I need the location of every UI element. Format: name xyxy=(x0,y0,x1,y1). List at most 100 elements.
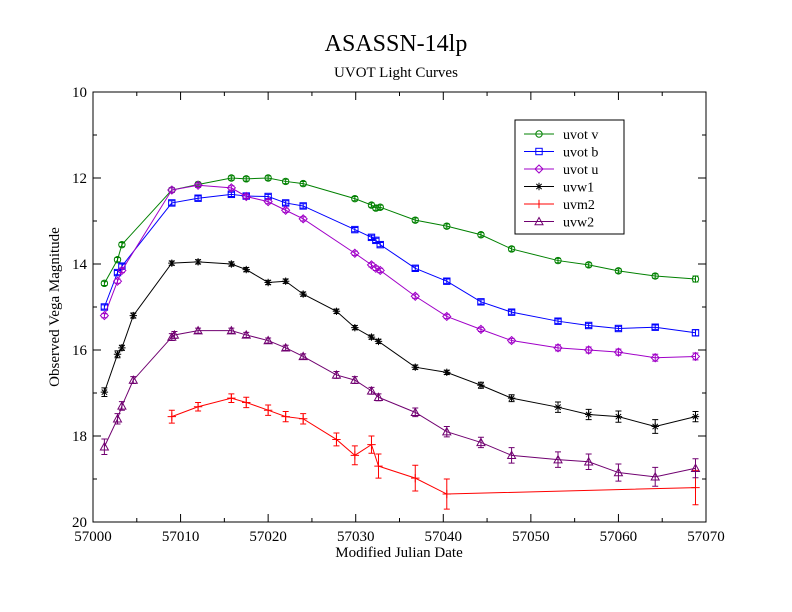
x-tick-label: 57010 xyxy=(162,529,200,545)
legend-entry: uvot u xyxy=(524,163,598,178)
series-uvm2 xyxy=(167,393,700,510)
y-tick-label: 16 xyxy=(72,343,88,359)
error-bar xyxy=(615,463,622,482)
error-bar xyxy=(300,203,307,209)
error-bar xyxy=(412,265,419,271)
legend-label: uvw2 xyxy=(563,216,594,231)
data-point xyxy=(167,185,177,195)
x-axis-label: Modified Julian Date xyxy=(335,545,463,561)
data-point xyxy=(332,435,341,444)
data-point xyxy=(331,369,342,379)
data-point xyxy=(650,471,661,481)
data-point xyxy=(264,278,272,287)
data-point xyxy=(535,182,543,191)
data-point xyxy=(118,240,126,249)
legend-label: uvot v xyxy=(563,128,598,143)
error-bar xyxy=(377,242,384,248)
x-tick-label: 57020 xyxy=(249,529,287,545)
data-point xyxy=(128,375,139,384)
data-point xyxy=(534,199,544,209)
data-point xyxy=(99,441,110,451)
data-point xyxy=(366,385,377,395)
error-bar xyxy=(508,309,515,315)
error-bar xyxy=(228,327,235,334)
data-point xyxy=(651,422,659,431)
x-tick-label: 57040 xyxy=(425,529,463,545)
data-point xyxy=(614,267,623,275)
data-point xyxy=(376,203,384,211)
data-point xyxy=(691,412,700,421)
data-point xyxy=(584,410,593,419)
axis-ticks: 57000 57010 57020 57030 57040 57050 57060 57070… xyxy=(72,85,725,545)
data-point xyxy=(651,323,659,331)
data-point xyxy=(691,275,700,283)
data-point xyxy=(99,310,110,321)
legend-entry: uvot b xyxy=(524,146,598,161)
data-point xyxy=(349,375,360,384)
data-point xyxy=(477,298,485,306)
error-bar xyxy=(168,200,175,206)
data-point xyxy=(169,329,180,339)
error-bar xyxy=(265,337,272,344)
error-bar xyxy=(195,195,202,201)
data-point xyxy=(411,363,419,371)
data-point xyxy=(166,332,177,341)
data-point xyxy=(242,398,251,407)
data-point xyxy=(299,290,307,298)
data-point xyxy=(241,191,251,202)
data-point xyxy=(690,463,701,472)
data-point xyxy=(281,412,290,421)
data-point xyxy=(614,412,623,421)
data-point xyxy=(613,347,624,357)
legend-box xyxy=(514,119,625,235)
data-point xyxy=(112,413,123,423)
data-point xyxy=(507,308,516,316)
data-point xyxy=(168,199,176,207)
error-bar xyxy=(243,331,250,339)
data-point xyxy=(168,259,176,267)
data-point xyxy=(112,276,123,286)
y-tick-label: 10 xyxy=(72,85,87,101)
data-point xyxy=(410,291,420,301)
error-bar xyxy=(282,344,289,351)
data-point xyxy=(614,324,623,333)
data-point xyxy=(193,325,203,335)
data-point xyxy=(227,393,236,403)
legend: uvot v uvot b uvot u uvw1 uvm2 uvw2 xyxy=(524,128,598,231)
error-bar xyxy=(585,453,592,471)
legend-entry: uvm2 xyxy=(524,198,595,213)
series-uvw2 xyxy=(99,325,701,487)
data-point xyxy=(117,265,127,276)
data-point xyxy=(506,450,517,460)
data-point xyxy=(584,261,593,269)
data-point xyxy=(411,264,419,273)
x-tick-label: 57000 xyxy=(74,529,112,545)
data-point xyxy=(118,344,126,352)
data-point xyxy=(477,381,485,389)
data-point xyxy=(443,368,451,377)
data-point xyxy=(263,406,273,415)
x-tick-label: 57060 xyxy=(600,529,638,545)
data-point xyxy=(554,317,562,325)
error-bar xyxy=(652,324,659,330)
data-point xyxy=(117,400,127,410)
chart-title: ASASSN-14lp xyxy=(325,31,468,57)
data-point xyxy=(129,311,137,320)
data-point xyxy=(366,260,377,270)
error-bar xyxy=(585,322,592,329)
data-point xyxy=(226,183,237,193)
data-point xyxy=(534,164,544,174)
data-point xyxy=(168,186,176,194)
error-bar xyxy=(615,325,622,332)
data-point xyxy=(374,337,383,346)
data-point xyxy=(264,174,272,182)
legend-entry: uvw1 xyxy=(524,181,594,196)
error-bar xyxy=(443,278,450,284)
error-bar xyxy=(555,344,562,352)
data-point xyxy=(506,335,517,346)
y-axis-label: Observed Vega Magnitude xyxy=(47,227,63,387)
legend-entry: uvot v xyxy=(524,128,598,143)
error-bar xyxy=(368,234,375,240)
data-point xyxy=(298,214,308,224)
